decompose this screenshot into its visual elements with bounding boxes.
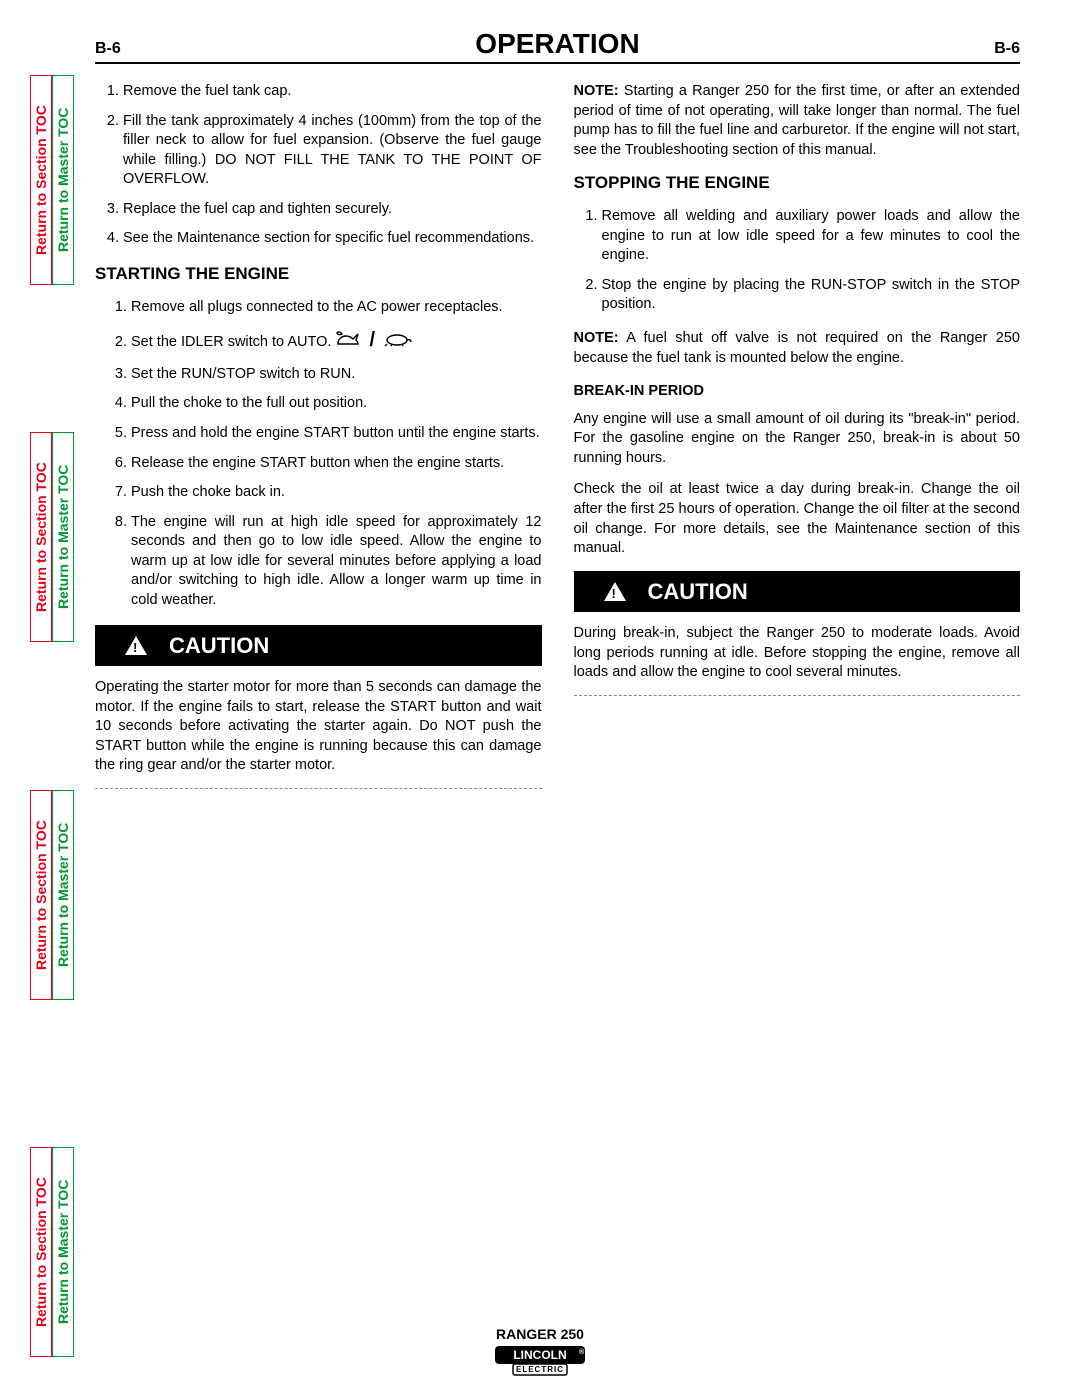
page-number-right: B-6 [994, 40, 1020, 58]
note-text: Starting a Ranger 250 for the first time… [574, 83, 1021, 158]
list-item: Push the choke back in. [131, 483, 542, 503]
list-item: Set the IDLER switch to AUTO. / [131, 327, 542, 354]
dashed-rule [574, 695, 1021, 696]
warning-icon [125, 636, 147, 655]
stop-steps: Remove all welding and auxiliary power l… [574, 207, 1021, 315]
list-item: Replace the fuel cap and tighten securel… [123, 200, 542, 220]
starting-heading: STARTING THE ENGINE [95, 263, 542, 286]
list-text: Set the IDLER switch to AUTO. [131, 334, 331, 350]
page-number-left: B-6 [95, 40, 121, 58]
left-column: Remove the fuel tank cap. Fill the tank … [95, 82, 542, 803]
return-section-toc-link[interactable]: Return to Section TOC [30, 75, 52, 285]
return-section-toc-link[interactable]: Return to Section TOC [30, 790, 52, 1000]
list-item: Stop the engine by placing the RUN-STOP … [602, 276, 1021, 315]
note-paragraph: NOTE: Starting a Ranger 250 for the firs… [574, 82, 1021, 160]
break-in-body: Any engine will use a small amount of oi… [574, 410, 1021, 469]
caution-banner: CAUTION [95, 625, 542, 667]
tab-pair: Return to Section TOC Return to Master T… [30, 432, 80, 642]
return-master-toc-link[interactable]: Return to Master TOC [52, 432, 74, 642]
caution-banner: CAUTION [574, 571, 1021, 613]
lincoln-logo: LINCOLN ® ELECTRIC [495, 1346, 585, 1379]
fuel-steps: Remove the fuel tank cap. Fill the tank … [95, 82, 542, 249]
tab-pair: Return to Section TOC Return to Master T… [30, 75, 80, 285]
caution-label: CAUTION [169, 631, 269, 661]
brand-text: LINCOLN [513, 1348, 566, 1362]
dashed-rule [95, 788, 542, 789]
note-label: NOTE: [574, 83, 619, 99]
page-footer: RANGER 250 LINCOLN ® ELECTRIC [0, 1326, 1080, 1379]
start-steps: Remove all plugs connected to the AC pow… [95, 298, 542, 611]
title-rule [95, 62, 1020, 64]
tab-pair: Return to Section TOC Return to Master T… [30, 790, 80, 1000]
note-text: A fuel shut off valve is not required on… [574, 330, 1021, 366]
caution-label: CAUTION [648, 577, 748, 607]
slash-icon: / [365, 329, 379, 351]
rabbit-icon [335, 330, 361, 355]
return-master-toc-link[interactable]: Return to Master TOC [52, 75, 74, 285]
return-section-toc-link[interactable]: Return to Section TOC [30, 432, 52, 642]
list-item: Press and hold the engine START button u… [131, 424, 542, 444]
svg-text:®: ® [579, 1348, 585, 1356]
caution-body: Operating the starter motor for more tha… [95, 678, 542, 776]
note-paragraph: NOTE: A fuel shut off valve is not requi… [574, 329, 1021, 368]
break-in-heading: BREAK-IN PERIOD [574, 382, 1021, 402]
list-item: See the Maintenance section for specific… [123, 229, 542, 249]
list-item: Remove the fuel tank cap. [123, 82, 542, 102]
list-item: Release the engine START button when the… [131, 454, 542, 474]
list-item: Remove all welding and auxiliary power l… [602, 207, 1021, 266]
turtle-icon [383, 331, 413, 354]
list-item: Pull the choke to the full out position. [131, 394, 542, 414]
list-item: Fill the tank approximately 4 inches (10… [123, 112, 542, 190]
page-content: B-6 OPERATION B-6 Remove the fuel tank c… [95, 28, 1020, 1377]
model-name: RANGER 250 [0, 1326, 1080, 1342]
sidebar-tabs: Return to Section TOC Return to Master T… [30, 75, 80, 1357]
caution-body: During break-in, subject the Ranger 250 … [574, 624, 1021, 683]
page-title: OPERATION [121, 28, 994, 60]
break-in-body: Check the oil at least twice a day durin… [574, 480, 1021, 558]
list-item: The engine will run at high idle speed f… [131, 513, 542, 611]
list-item: Remove all plugs connected to the AC pow… [131, 298, 542, 318]
page-header: B-6 OPERATION B-6 [95, 28, 1020, 60]
columns: Remove the fuel tank cap. Fill the tank … [95, 82, 1020, 803]
note-label: NOTE: [574, 330, 619, 346]
return-master-toc-link[interactable]: Return to Master TOC [52, 790, 74, 1000]
stopping-heading: STOPPING THE ENGINE [574, 172, 1021, 195]
list-item: Set the RUN/STOP switch to RUN. [131, 365, 542, 385]
brand-sub: ELECTRIC [516, 1365, 564, 1374]
right-column: NOTE: Starting a Ranger 250 for the firs… [574, 82, 1021, 803]
warning-icon [604, 582, 626, 601]
